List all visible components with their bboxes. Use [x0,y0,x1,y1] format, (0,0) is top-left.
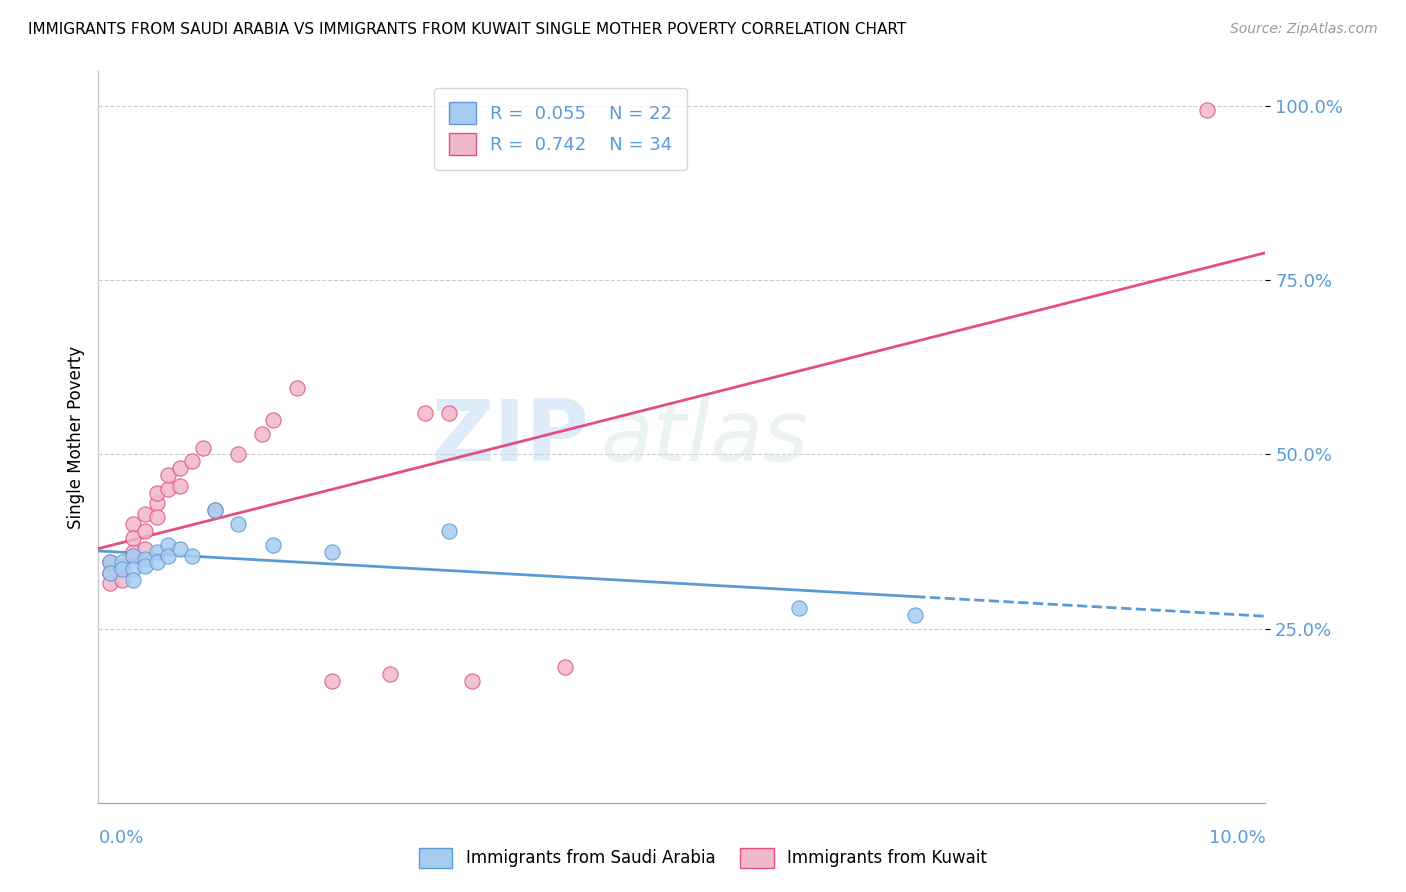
Point [111,562,134,576]
Text: ZIP: ZIP [430,395,589,479]
Point [169,461,191,475]
Point [122,531,145,545]
Point [98,556,121,570]
Point [134,552,156,566]
Point [122,549,145,563]
Point [98,576,121,591]
Point [180,454,202,468]
Text: 0.0%: 0.0% [98,829,143,847]
Point [157,468,180,483]
Point [169,541,191,556]
Point [111,556,134,570]
Point [146,485,169,500]
Point [122,573,145,587]
Point [787,600,810,615]
Point [122,549,145,563]
Point [134,524,156,538]
Text: Source: ZipAtlas.com: Source: ZipAtlas.com [1230,22,1378,37]
Legend: Immigrants from Saudi Arabia, Immigrants from Kuwait: Immigrants from Saudi Arabia, Immigrants… [412,841,994,875]
Point [554,660,576,674]
Legend: R =  0.055    N = 22, R =  0.742    N = 34: R = 0.055 N = 22, R = 0.742 N = 34 [434,87,688,169]
Point [98,566,121,580]
Point [1195,103,1218,117]
Point [250,426,273,441]
Point [380,667,402,681]
Point [437,406,460,420]
Point [111,573,134,587]
Point [169,479,191,493]
Text: atlas: atlas [600,395,808,479]
Text: IMMIGRANTS FROM SAUDI ARABIA VS IMMIGRANTS FROM KUWAIT SINGLE MOTHER POVERTY COR: IMMIGRANTS FROM SAUDI ARABIA VS IMMIGRAN… [28,22,907,37]
Point [122,562,145,576]
Point [262,412,284,426]
Point [134,558,156,573]
Point [111,562,134,576]
Point [321,673,343,688]
Point [146,545,169,559]
Point [262,538,284,552]
Point [321,545,343,559]
Point [146,510,169,524]
Point [146,496,169,510]
Point [157,549,180,563]
Point [134,541,156,556]
Point [98,556,121,570]
Point [413,406,436,420]
Point [122,517,145,532]
Point [461,673,484,688]
Text: 10.0%: 10.0% [1209,829,1265,847]
Point [204,503,226,517]
Point [157,483,180,497]
Point [180,549,202,563]
Point [204,503,226,517]
Point [134,507,156,521]
Point [157,538,180,552]
Point [437,524,460,538]
Point [122,545,145,559]
Point [98,566,121,580]
Point [146,556,169,570]
Point [193,441,215,455]
Point [904,607,927,622]
Point [111,558,134,573]
Y-axis label: Single Mother Poverty: Single Mother Poverty [66,345,84,529]
Point [228,517,250,532]
Point [285,381,308,395]
Point [228,448,250,462]
